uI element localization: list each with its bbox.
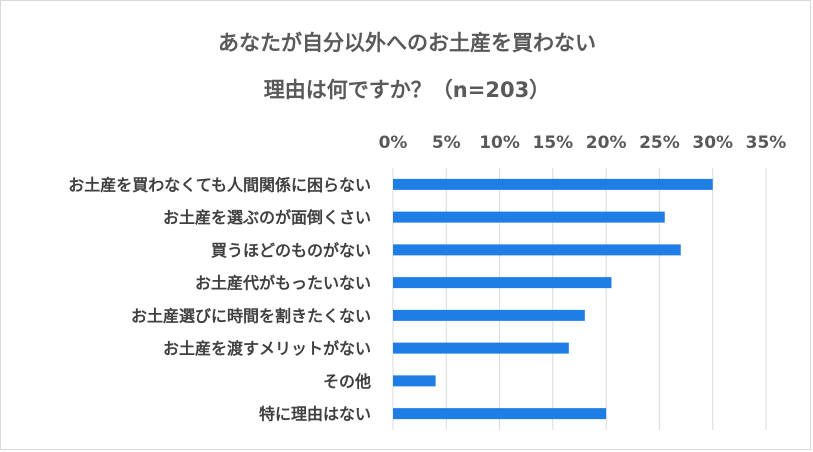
x-tick-label: 30% xyxy=(692,133,733,153)
category-label: お土産を選ぶのが面倒くさい xyxy=(163,208,371,227)
category-label: 買うほどのものがない xyxy=(211,241,371,260)
x-tick-label: 15% xyxy=(533,133,574,153)
x-tick-label: 5% xyxy=(432,133,461,153)
category-label: その他 xyxy=(323,372,371,391)
category-label: お土産を渡すメリットがない xyxy=(163,339,371,358)
x-tick-label: 35% xyxy=(746,133,787,153)
category-label: お土産を買わなくても人間関係に困らない xyxy=(68,175,371,194)
x-tick-label: 0% xyxy=(379,133,408,153)
chart-title: あなたが自分以外へのお土産を買わない xyxy=(218,31,596,55)
bar xyxy=(393,342,569,354)
x-tick-label: 25% xyxy=(639,133,680,153)
bar xyxy=(393,375,436,387)
gridlines xyxy=(392,168,767,430)
category-label: お土産代がもったいない xyxy=(195,274,371,293)
bar xyxy=(393,178,713,190)
category-labels: お土産を買わなくても人間関係に困らないお土産を選ぶのが面倒くさい買うほどのものが… xyxy=(68,175,371,423)
x-tick-labels: 0% 5% 10% 15% 20% 25% 30% 35% xyxy=(379,133,787,153)
x-tick-label: 20% xyxy=(586,133,627,153)
bar xyxy=(393,277,612,289)
bar xyxy=(393,244,681,256)
chart-subtitle: 理由は何ですか？（n=203） xyxy=(264,78,550,102)
x-tick-label: 10% xyxy=(479,133,520,153)
bar xyxy=(393,211,665,223)
bar xyxy=(393,309,585,321)
category-label: お土産選びに時間を割きたくない xyxy=(131,306,371,325)
bar xyxy=(393,408,607,420)
bars xyxy=(393,178,713,420)
category-label: 特に理由はない xyxy=(259,405,371,424)
